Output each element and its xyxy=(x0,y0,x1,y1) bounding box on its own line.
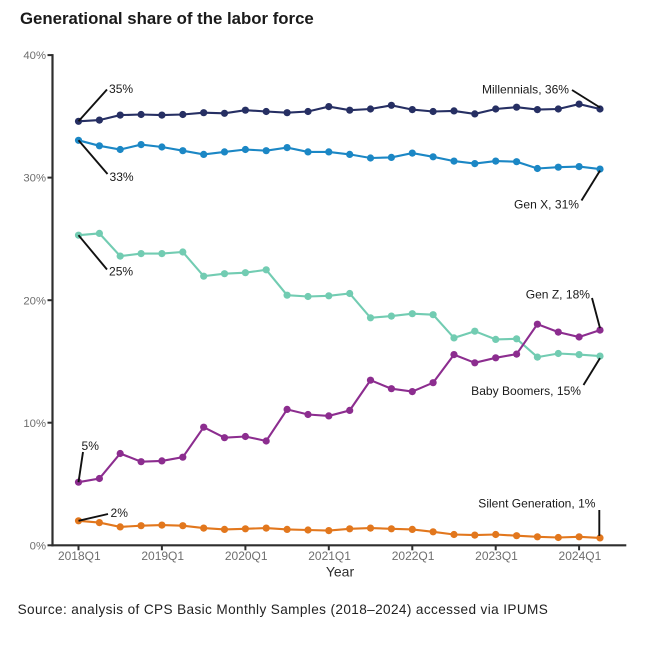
svg-text:Baby Boomers, 15%: Baby Boomers, 15% xyxy=(471,384,581,398)
svg-text:20%: 20% xyxy=(23,295,46,307)
svg-text:2022Q1: 2022Q1 xyxy=(392,549,435,563)
svg-text:33%: 33% xyxy=(110,170,134,184)
svg-text:30%: 30% xyxy=(23,173,46,185)
svg-text:25%: 25% xyxy=(109,265,133,279)
svg-text:2023Q1: 2023Q1 xyxy=(475,549,518,563)
svg-text:2%: 2% xyxy=(111,506,129,520)
svg-text:Gen Z, 18%: Gen Z, 18% xyxy=(526,288,591,302)
svg-text:2019Q1: 2019Q1 xyxy=(141,549,184,563)
svg-text:2024Q1: 2024Q1 xyxy=(559,549,602,563)
svg-text:40%: 40% xyxy=(23,50,46,62)
svg-text:10%: 10% xyxy=(23,418,46,430)
svg-text:35%: 35% xyxy=(109,82,133,96)
svg-text:Generational share of the labo: Generational share of the labor force xyxy=(20,9,314,28)
svg-text:5%: 5% xyxy=(82,439,100,453)
svg-text:2020Q1: 2020Q1 xyxy=(225,549,268,563)
svg-text:Millennials, 36%: Millennials, 36% xyxy=(482,83,569,97)
svg-text:Gen X, 31%: Gen X, 31% xyxy=(514,198,579,212)
svg-text:0%: 0% xyxy=(30,540,46,552)
svg-text:2018Q1: 2018Q1 xyxy=(58,549,101,563)
svg-text:Year: Year xyxy=(326,563,355,579)
svg-text:Silent Generation, 1%: Silent Generation, 1% xyxy=(478,497,595,511)
svg-text:Source: analysis of CPS Basic: Source: analysis of CPS Basic Monthly Sa… xyxy=(18,602,549,617)
svg-text:2021Q1: 2021Q1 xyxy=(308,549,351,563)
